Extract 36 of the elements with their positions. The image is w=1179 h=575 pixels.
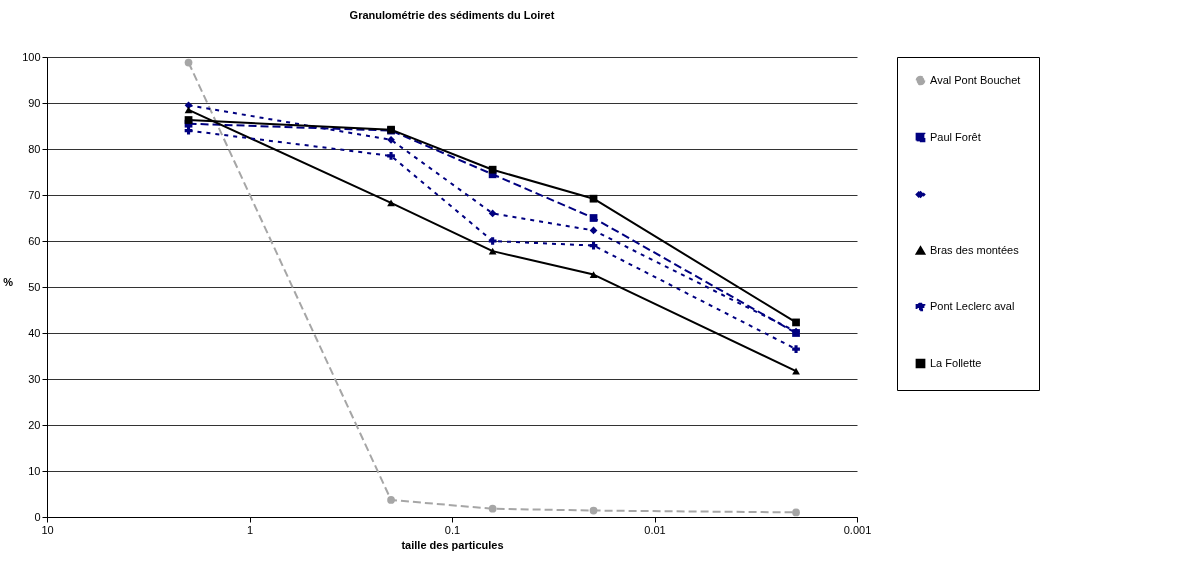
y-tick-label: 0 [34, 510, 41, 523]
y-tick-label: 30 [28, 372, 41, 385]
y-tick-label: 10 [28, 464, 41, 477]
point [792, 318, 800, 327]
x-tick-label: 0.001 [843, 523, 872, 536]
legend-label: Bras des montées [930, 243, 1020, 256]
y-tick-label: 20 [28, 418, 41, 431]
y-tick-label: 100 [22, 50, 41, 63]
y-tick-label: 60 [28, 234, 41, 247]
point [488, 165, 497, 174]
y-tick-label: 70 [28, 188, 41, 201]
x-axis-title: taille des particules [401, 538, 504, 551]
point [184, 106, 193, 114]
legend-label: La Follette [930, 356, 982, 369]
chart-title: Granulométrie des sédiments du Loiret [349, 9, 555, 21]
point [488, 504, 497, 513]
x-tick-label: 0.1 [444, 523, 461, 536]
y-axis-title: % [3, 275, 14, 288]
x-tick-label: 10 [41, 523, 54, 536]
x-tick-label: 0.01 [644, 523, 666, 536]
point [792, 508, 800, 517]
point [792, 345, 800, 353]
point [488, 209, 497, 218]
legend-label: Pont Leclerc aval [930, 299, 1015, 312]
x-tick-label: 1 [246, 523, 254, 536]
point [184, 116, 193, 124]
legend-label: Aval Pont Bouchet [930, 73, 1021, 86]
y-tick-label: 50 [28, 280, 41, 293]
point [792, 367, 800, 375]
y-tick-label: 80 [28, 142, 41, 155]
point [184, 58, 193, 67]
y-tick-label: 90 [28, 96, 41, 109]
point [184, 101, 193, 110]
point [488, 237, 497, 245]
legend-label: Paul Forêt [930, 130, 981, 143]
y-tick-label: 40 [28, 326, 41, 339]
